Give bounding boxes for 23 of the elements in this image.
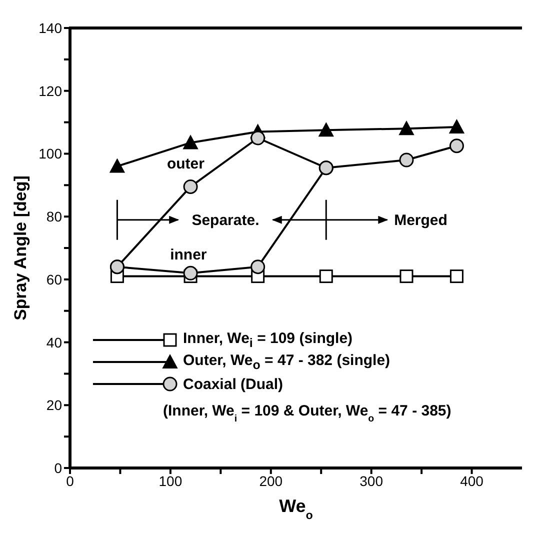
annotation: (Inner, We$_{i}$ = 109 & Outer, We$_{o}$ = 47 - 385) — [163, 402, 452, 424]
y-tick-label: 120 — [38, 82, 62, 99]
legend-label: Inner, We$_{i}$ = 109 (single) — [183, 330, 353, 350]
y-tick-label: 20 — [46, 397, 62, 414]
x-tick-label: 0 — [66, 472, 74, 489]
x-tick-label: 400 — [460, 472, 484, 489]
y-tick-label: 140 — [38, 20, 62, 36]
x-tick-label: 300 — [360, 472, 384, 489]
annotation: Separate. — [192, 212, 260, 230]
y-tick-label: 100 — [38, 146, 62, 162]
legend-label: Coaxial (Dual) — [183, 376, 284, 392]
x-tick-label: 100 — [158, 472, 182, 489]
y-tick-label: 60 — [46, 271, 62, 288]
annotation: outer — [166, 155, 205, 172]
annotation: Merged — [394, 212, 448, 230]
legend-label: Outer, We$_{o}$ = 47 - 382 (single) — [183, 352, 390, 372]
x-axis-title: We$_{o}$ — [279, 496, 313, 522]
y-tick-label: 0 — [54, 460, 62, 476]
y-tick-label: 80 — [46, 208, 62, 225]
annotation: inner — [170, 246, 207, 264]
x-tick-label: 200 — [259, 472, 283, 489]
y-tick-label: 40 — [46, 334, 62, 350]
y-axis-title: Spray Angle [deg] — [11, 176, 30, 320]
